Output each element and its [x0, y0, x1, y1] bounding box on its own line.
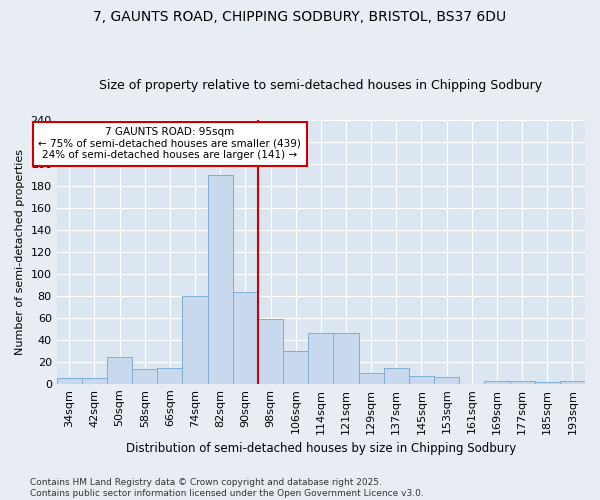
- Bar: [182, 296, 208, 384]
- Bar: [509, 380, 535, 384]
- Text: Contains HM Land Registry data © Crown copyright and database right 2025.
Contai: Contains HM Land Registry data © Crown c…: [30, 478, 424, 498]
- Bar: [334, 333, 359, 384]
- Text: 7, GAUNTS ROAD, CHIPPING SODBURY, BRISTOL, BS37 6DU: 7, GAUNTS ROAD, CHIPPING SODBURY, BRISTO…: [94, 10, 506, 24]
- Y-axis label: Number of semi-detached properties: Number of semi-detached properties: [15, 148, 25, 354]
- Bar: [359, 373, 384, 384]
- Text: 7 GAUNTS ROAD: 95sqm
← 75% of semi-detached houses are smaller (439)
24% of semi: 7 GAUNTS ROAD: 95sqm ← 75% of semi-detac…: [38, 128, 301, 160]
- Title: Size of property relative to semi-detached houses in Chipping Sodbury: Size of property relative to semi-detach…: [99, 79, 542, 92]
- Bar: [233, 292, 258, 384]
- Bar: [484, 380, 509, 384]
- Bar: [409, 376, 434, 384]
- Bar: [208, 174, 233, 384]
- Bar: [82, 378, 107, 384]
- Bar: [132, 370, 157, 384]
- Bar: [107, 358, 132, 384]
- Bar: [258, 319, 283, 384]
- X-axis label: Distribution of semi-detached houses by size in Chipping Sodbury: Distribution of semi-detached houses by …: [126, 442, 516, 455]
- Bar: [384, 368, 409, 384]
- Bar: [560, 380, 585, 384]
- Bar: [283, 351, 308, 384]
- Bar: [434, 377, 459, 384]
- Bar: [157, 368, 182, 384]
- Bar: [308, 333, 334, 384]
- Bar: [56, 378, 82, 384]
- Bar: [535, 382, 560, 384]
